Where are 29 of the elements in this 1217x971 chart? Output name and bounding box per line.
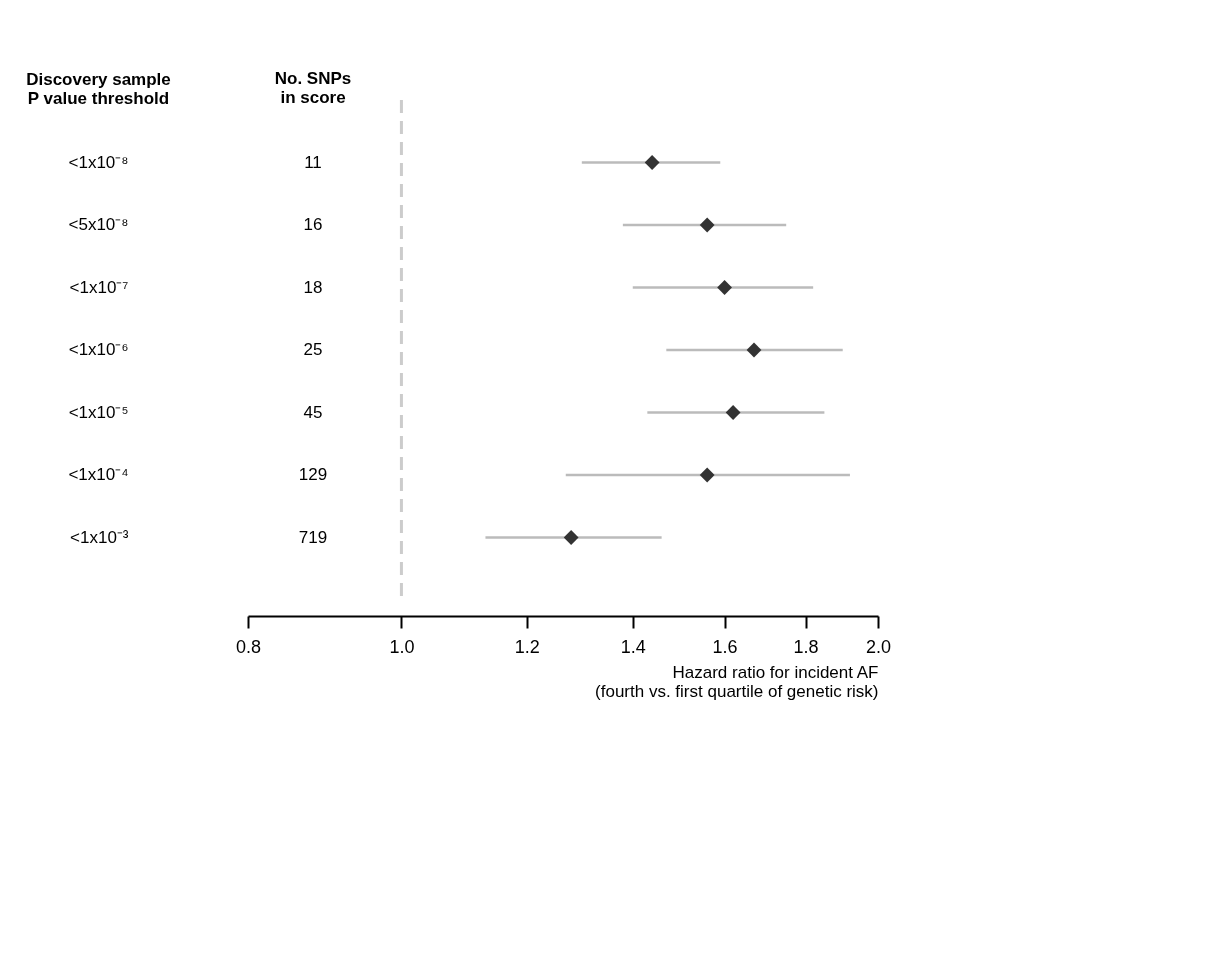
y-tick-label: <1x10⁻⁵	[68, 402, 129, 422]
y-axis-title: Discovery sample P value threshold	[26, 69, 171, 108]
y-tick-label: <1x10⁻⁴	[68, 465, 129, 484]
y2-tick-label: 11	[304, 152, 322, 172]
y-tick-label: <1x10⁻³	[70, 527, 129, 547]
point	[699, 467, 715, 483]
y2-tick-label: 129	[298, 465, 328, 484]
point	[725, 405, 741, 420]
point	[644, 155, 660, 170]
x-tick-label: 1.8	[793, 636, 819, 657]
x-tick-label: 2.0	[865, 636, 892, 657]
y2-tick-label: 16	[303, 215, 323, 234]
x-tick-label: 1.0	[389, 636, 415, 657]
y2-axis-title: No. SNPs in score	[274, 69, 352, 107]
x-tick-label: 1.6	[712, 636, 738, 657]
y-tick-label: <1x10⁻⁶	[68, 340, 129, 359]
y2-tick-label: 18	[303, 277, 323, 297]
point	[699, 217, 715, 233]
point	[717, 280, 732, 295]
y-tick-label: <1x10⁻⁷	[69, 277, 129, 297]
y-tick-label: <1x10⁻⁸	[68, 152, 129, 172]
x-tick-label: 1.2	[514, 636, 540, 657]
y2-tick-label: 719	[298, 527, 328, 547]
y2-tick-label: 25	[303, 340, 323, 359]
y-tick-label: <5x10⁻⁸	[68, 215, 129, 234]
y2-tick-label: 45	[303, 402, 323, 422]
x-tick-label: 1.4	[620, 636, 646, 657]
x-axis-title: Hazard ratio for incident AF (fourth vs. first quartile of genetic risk)	[595, 662, 879, 701]
x-tick-label: 0.8	[235, 636, 262, 657]
